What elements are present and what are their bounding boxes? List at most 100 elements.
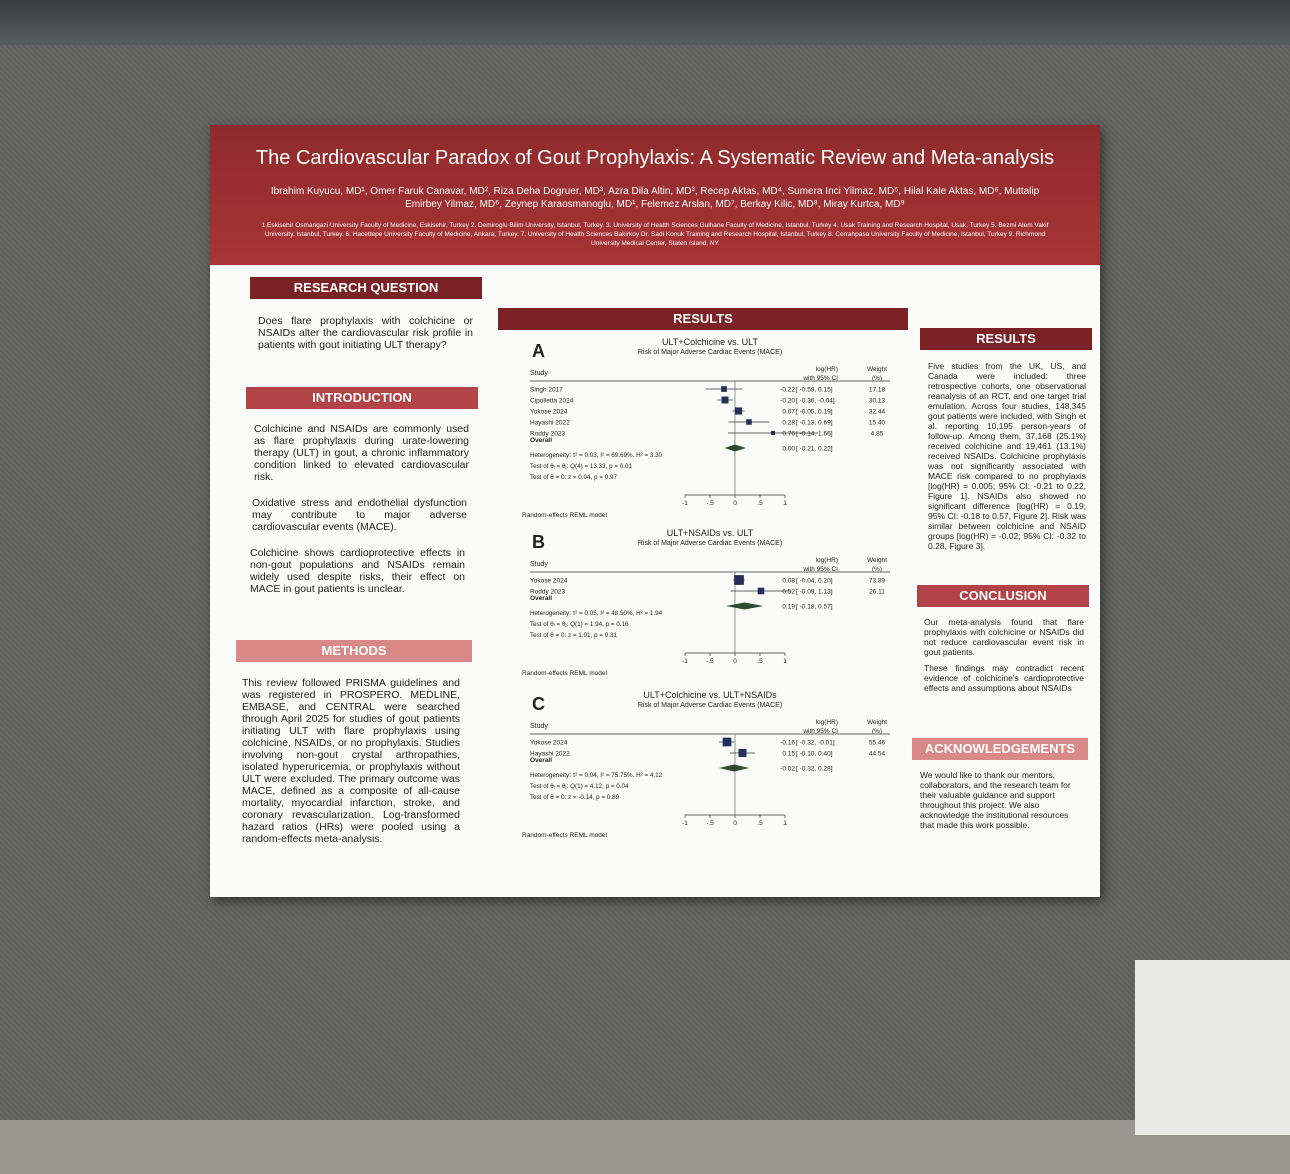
ci-text: [ -0.21, 0.22] <box>796 446 833 453</box>
heterogeneity-stat: Test of θᵢ = θⱼ: Q(4) = 13.33, p = 0.01 <box>530 463 633 470</box>
ci-text: [ -0.04, 0.20] <box>796 578 833 585</box>
section-text: Our meta-analysis found that flare proph… <box>924 617 1084 657</box>
study-estimate <box>757 587 765 595</box>
section-text: This review followed PRISMA guidelines a… <box>242 677 460 845</box>
poster-title: The Cardiovascular Paradox of Gout Proph… <box>255 147 1055 169</box>
estimate-text: -0.16 <box>780 740 795 747</box>
section-heading: ACKNOWLEDGEMENTS <box>912 738 1088 760</box>
weight-text: 30.13 <box>869 398 886 405</box>
heterogeneity-stat: Test of θᵢ = θⱼ: Q(1) = 4.12, p = 0.04 <box>530 783 629 790</box>
tick-label: .5 <box>757 820 763 827</box>
section-heading: RESEARCH QUESTION <box>250 277 482 299</box>
ci-text: [ -0.59, 0.15] <box>796 387 833 394</box>
floor <box>0 1120 1290 1174</box>
tick-label: -.5 <box>706 658 714 665</box>
estimate-text: -0.22 <box>780 387 795 394</box>
section-text: Colchicine shows cardioprotective effect… <box>250 547 465 595</box>
ci-text: [ -0.05, 0.19] <box>796 409 833 416</box>
column-header: log(HR) <box>816 366 838 373</box>
section-text: We would like to thank our mentors, coll… <box>920 770 1071 830</box>
weight-text: 17.18 <box>869 387 886 394</box>
study-name: Cipolletta 2024 <box>530 398 574 405</box>
column-header: with 95% CI <box>802 728 838 735</box>
estimate-text: 0.19 <box>782 604 795 611</box>
ci-text: [ -0.14, 1.66] <box>796 431 833 438</box>
column-header: (%) <box>872 566 882 573</box>
tick-label: 1 <box>783 658 787 665</box>
column-header: Weight <box>867 719 887 726</box>
study-estimate <box>721 386 727 392</box>
tick-label: 0 <box>733 658 737 665</box>
column-header: Weight <box>867 557 887 564</box>
forest-plots: A ULT+Colchicine vs. ULT Risk of Major Adv… <box>522 337 890 839</box>
section-text: Does flare prophylaxis with colchicine o… <box>258 315 473 351</box>
study-name: Singh 2017 <box>530 387 563 394</box>
tick-label: -1 <box>682 820 688 827</box>
study-estimate <box>734 575 744 585</box>
section-heading: RESULTS <box>920 328 1092 350</box>
column-header: Weight <box>867 366 887 373</box>
plot-label: C <box>532 694 545 714</box>
study-estimate <box>721 396 729 404</box>
tick-label: .5 <box>757 500 763 507</box>
heterogeneity-stat: Test of θ = 0: z = 0.04, p = 0.97 <box>530 474 617 481</box>
section-heading: RESULTS <box>498 308 908 330</box>
footnote: Random-effects REML model <box>522 832 607 839</box>
plot-subtitle: Risk of Major Adverse Cardiac Events (MA… <box>638 349 782 356</box>
footnote: Random-effects REML model <box>522 512 607 519</box>
study-name: Roddy 2023 <box>530 589 565 596</box>
overall-label: Overall <box>530 437 552 444</box>
section-text: Oxidative stress and endothelial dysfunc… <box>252 497 467 533</box>
ci-text: [ -0.10, 0.40] <box>796 751 833 758</box>
ci-text: [ -0.32, -0.01] <box>796 740 835 747</box>
plot-title: ULT+NSAIDs vs. ULT <box>667 528 754 538</box>
section-text: These findings may contradict recent evi… <box>924 663 1084 693</box>
section-heading: METHODS <box>236 640 472 662</box>
heterogeneity-stat: Test of θᵢ = θⱼ: Q(1) = 1.94, p = 0.16 <box>530 621 629 628</box>
tick-label: -1 <box>682 500 688 507</box>
heterogeneity-stat: Heterogeneity: τ² = 0.04, I² = 75.75%, H… <box>530 772 663 779</box>
study-estimate <box>746 419 752 425</box>
estimate-text: 0.00 <box>782 446 795 453</box>
column-header: with 95% CI <box>802 375 838 382</box>
study-estimate <box>734 407 743 415</box>
overall-label: Overall <box>530 595 552 602</box>
tick-label: -.5 <box>706 820 714 827</box>
estimate-text: 0.52 <box>782 589 795 596</box>
estimate-text: 0.07 <box>782 409 795 416</box>
plot-title: ULT+Colchicine vs. ULT+NSAIDs <box>643 690 777 700</box>
column-header: log(HR) <box>816 557 838 564</box>
weight-text: 44.54 <box>869 751 886 758</box>
overall-diamond <box>719 764 749 772</box>
heterogeneity-stat: Heterogeneity: τ² = 0.05, I² = 48.50%, H… <box>530 610 663 617</box>
heterogeneity-stat: Test of θ = 0: z = 1.01, p = 0.31 <box>530 632 617 639</box>
column-header: log(HR) <box>816 719 838 726</box>
plot-label: A <box>532 341 545 361</box>
ci-text: [ -0.32, 0.28] <box>796 766 833 773</box>
ci-text: [ -0.13, 0.69] <box>796 420 833 427</box>
weight-text: 15.40 <box>869 420 886 427</box>
ci-text: [ -0.36, -0.04] <box>796 398 835 405</box>
estimate-text: 0.76 <box>782 431 795 438</box>
weight-text: 55.46 <box>869 740 886 747</box>
column-header: (%) <box>872 728 882 735</box>
plot-title: ULT+Colchicine vs. ULT <box>662 337 758 347</box>
ci-text: [ -0.18, 0.57] <box>796 604 833 611</box>
study-estimate <box>738 748 747 758</box>
weight-text: 73.89 <box>869 578 886 585</box>
study-name: Yokose 2024 <box>530 740 568 747</box>
overall-diamond <box>724 444 746 452</box>
weight-text: 32.44 <box>869 409 886 416</box>
estimate-text: 0.28 <box>782 420 795 427</box>
tick-label: 0 <box>733 500 737 507</box>
column-header: with 95% CI <box>802 566 838 573</box>
study-name: Yokose 2024 <box>530 578 568 585</box>
plot-subtitle: Risk of Major Adverse Cardiac Events (MA… <box>638 702 782 709</box>
tick-label: .5 <box>757 658 763 665</box>
plot-label: B <box>532 532 545 552</box>
column-header: (%) <box>872 375 882 382</box>
heterogeneity-stat: Test of θ = 0: z = -0.14, p = 0.89 <box>530 794 620 801</box>
estimate-text: -0.20 <box>780 398 795 405</box>
